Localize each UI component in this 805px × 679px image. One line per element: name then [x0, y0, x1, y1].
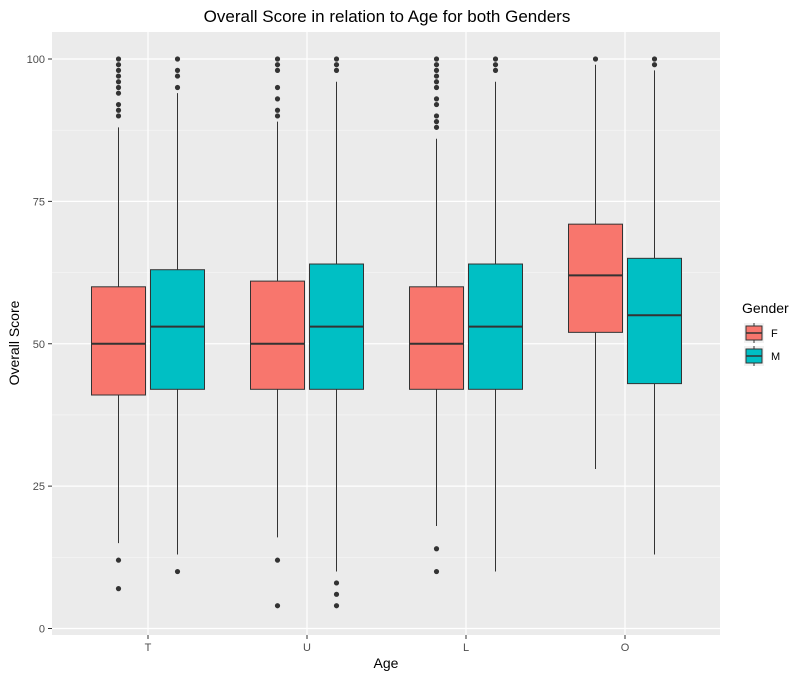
outlier-point	[651, 56, 658, 62]
box-F-L	[409, 56, 464, 575]
legend-keys: FM	[744, 323, 780, 366]
x-tick-label-T: T	[145, 642, 152, 654]
y-tick-label: 50	[33, 339, 45, 351]
box-iqr	[150, 269, 205, 390]
box-M-U	[309, 56, 364, 609]
y-axis-title: Overall Score	[6, 300, 22, 385]
legend-key-M: M	[744, 346, 780, 366]
outlier-point	[115, 557, 122, 563]
outlier-point	[433, 73, 440, 79]
outlier-point	[433, 124, 440, 130]
outlier-point	[433, 113, 440, 119]
outlier-point	[492, 62, 499, 68]
box-iqr	[250, 280, 305, 390]
outlier-point	[115, 113, 122, 119]
outlier-point	[433, 568, 440, 575]
box-F-O	[568, 56, 623, 470]
outlier-point	[333, 580, 340, 586]
outlier-point	[274, 84, 281, 91]
outlier-point	[492, 67, 499, 73]
x-tick-label-O: O	[621, 642, 630, 654]
outlier-point	[115, 79, 122, 85]
outlier-point	[115, 73, 122, 79]
outlier-point	[274, 557, 281, 563]
outlier-point	[115, 101, 122, 108]
outlier-point	[115, 84, 122, 91]
x-tick-label-U: U	[303, 642, 311, 654]
outlier-point	[115, 107, 122, 113]
outlier-point	[651, 62, 658, 68]
outlier-point	[433, 119, 440, 125]
box-M-O	[627, 56, 682, 555]
outlier-point	[433, 67, 440, 73]
chart-title: Overall Score in relation to Age for bot…	[204, 7, 571, 26]
legend: Gender FM	[742, 300, 789, 366]
outlier-point	[333, 62, 340, 68]
outlier-point	[115, 90, 122, 96]
outlier-point	[274, 107, 281, 113]
legend-label-M: M	[771, 351, 780, 363]
outlier-point	[274, 56, 281, 62]
y-tick-label: 75	[33, 196, 45, 208]
outlier-point	[174, 56, 181, 62]
x-axis-title: Age	[374, 655, 399, 671]
outlier-point	[115, 62, 122, 68]
box-M-T	[150, 56, 205, 575]
legend-label-F: F	[771, 328, 778, 340]
outlier-point	[492, 56, 499, 62]
y-tick-label: 0	[39, 624, 45, 636]
x-tick-label-L: L	[463, 642, 469, 654]
y-tick-labels: 0 25 50 75 100	[27, 54, 52, 636]
outlier-point	[433, 96, 440, 102]
box-iqr	[91, 286, 146, 396]
box-F-U	[250, 56, 305, 609]
outlier-point	[433, 79, 440, 85]
outlier-point	[333, 591, 340, 597]
y-tick-label: 25	[33, 481, 45, 493]
outlier-point	[433, 62, 440, 68]
y-tick-label: 100	[27, 54, 45, 66]
outlier-point	[115, 56, 122, 62]
outlier-point	[274, 62, 281, 68]
box-iqr	[627, 257, 682, 385]
outlier-point	[174, 568, 181, 575]
box-iqr	[568, 223, 623, 333]
outlier-point	[433, 546, 440, 552]
box-F-T	[91, 56, 146, 592]
outlier-point	[174, 73, 181, 79]
outlier-point	[274, 96, 281, 102]
outlier-point	[174, 67, 181, 73]
outlier-point	[433, 101, 440, 108]
outlier-point	[115, 586, 122, 592]
box-iqr	[409, 286, 464, 390]
box-M-L	[468, 56, 523, 572]
outlier-point	[433, 56, 440, 62]
boxplots	[91, 56, 682, 609]
outlier-point	[592, 56, 599, 62]
outlier-point	[174, 84, 181, 91]
outlier-point	[333, 67, 340, 73]
outlier-point	[274, 603, 281, 609]
legend-title: Gender	[742, 300, 789, 316]
outlier-point	[433, 84, 440, 91]
legend-key-F: F	[744, 323, 778, 343]
outlier-point	[115, 67, 122, 73]
outlier-point	[333, 56, 340, 62]
outlier-point	[333, 603, 340, 609]
outlier-point	[274, 67, 281, 73]
outlier-point	[274, 113, 281, 119]
